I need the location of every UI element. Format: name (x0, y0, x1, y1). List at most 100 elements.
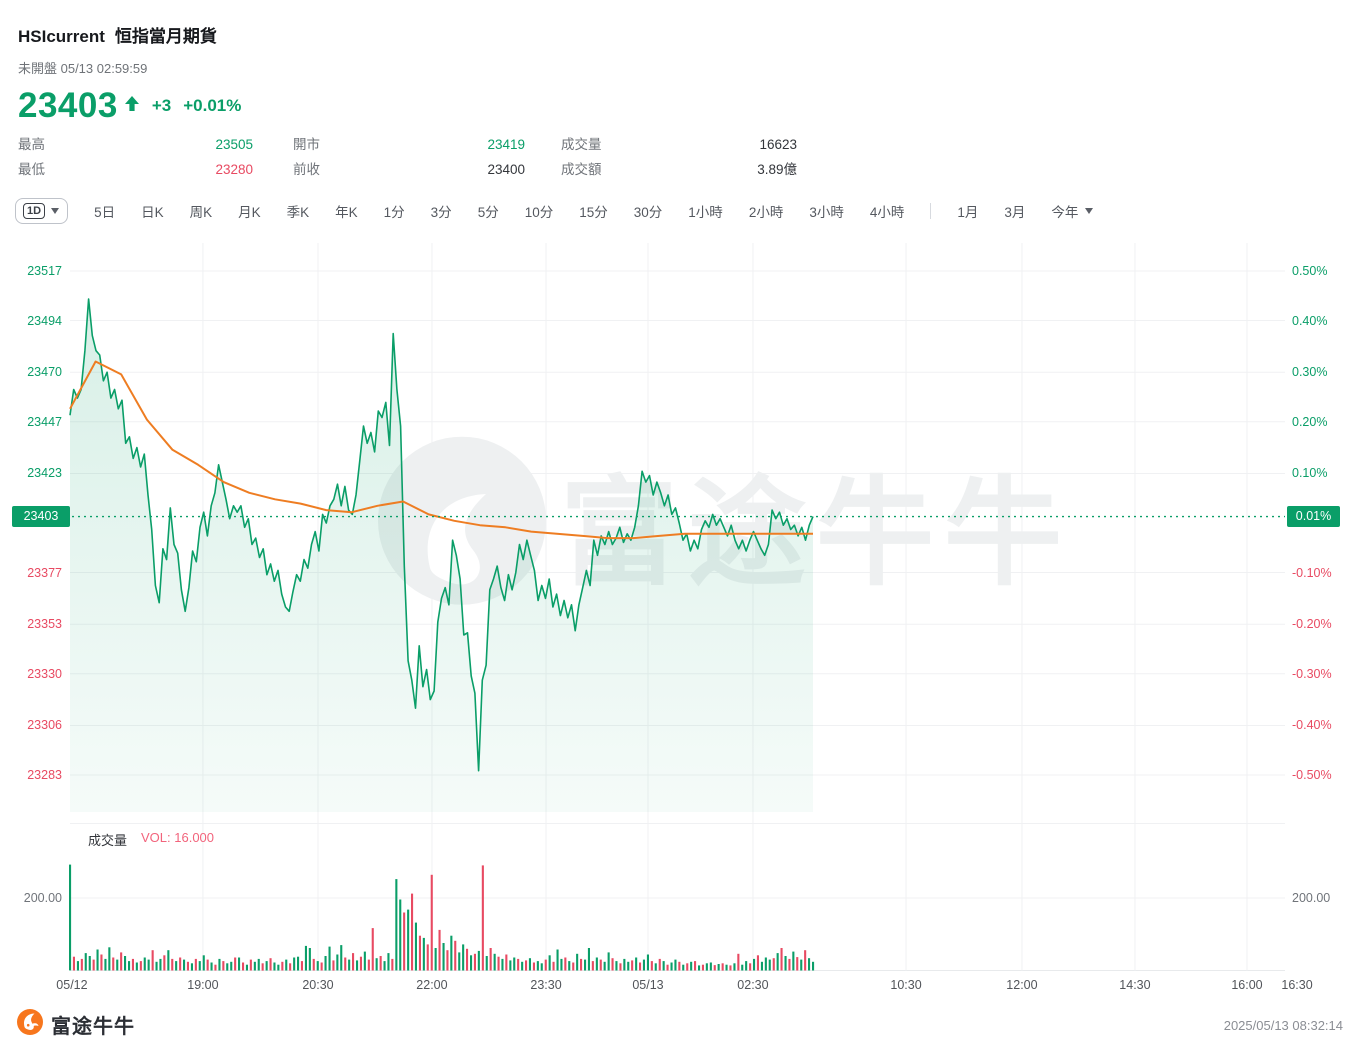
y-axis-price-label: 23423 (27, 466, 62, 481)
volume-bar (808, 958, 811, 971)
volume-bar (422, 937, 425, 971)
volume-bar (371, 928, 374, 971)
symbol-name: 恒指當月期貨 (114, 27, 217, 46)
volume-bar (587, 948, 590, 971)
volume-bar (666, 964, 669, 971)
volume-bar (340, 945, 343, 971)
timeframe-tab[interactable]: 10分 (524, 204, 554, 220)
timeframe-tab[interactable]: 周K (189, 204, 213, 220)
volume-bar (635, 957, 638, 971)
y-axis-price-label: 23494 (27, 313, 62, 328)
timeframe-tab[interactable]: 1小時 (688, 204, 723, 220)
volume-bar (658, 958, 661, 971)
volume-bar (792, 951, 795, 971)
volume-bar (764, 957, 767, 971)
volume-bar (399, 899, 402, 971)
volume-bar (69, 864, 72, 971)
y-axis-percent-label: -0.20% (1292, 616, 1332, 631)
stat-value-prevclose: 23400 (487, 162, 525, 177)
volume-bar (418, 935, 421, 971)
volume-bar (800, 959, 803, 971)
timeframe-tab[interactable]: 1分 (383, 204, 405, 220)
volume-bar (462, 944, 465, 971)
timeframe-tab[interactable]: 日K (141, 204, 164, 220)
volume-bar (678, 961, 681, 971)
timeframe-tab[interactable]: 3小時 (809, 204, 844, 220)
volume-bar (245, 964, 248, 971)
volume-bar (186, 961, 189, 971)
volume-bar (356, 960, 359, 971)
price-change: +3 (151, 96, 172, 115)
volume-bar (218, 958, 221, 971)
y-axis-price-label: 23470 (27, 365, 62, 380)
volume-bar (477, 950, 480, 971)
y-axis-percent-label: -0.50% (1292, 768, 1332, 782)
volume-bar (289, 963, 292, 971)
stat-label: 成交量 (561, 137, 602, 152)
x-axis-time-label: 20:30 (302, 978, 334, 992)
timeframe-tab[interactable]: 3分 (430, 204, 452, 220)
timeframe-tab[interactable]: 5分 (477, 204, 499, 220)
volume-bar (324, 956, 327, 971)
price-line (69, 298, 814, 772)
volume-bar (768, 959, 771, 971)
volume-bar (540, 963, 543, 971)
volume-bar (379, 956, 382, 971)
timeframe-tab[interactable]: 15分 (579, 204, 608, 220)
x-axis-time-label: 05/12 (56, 978, 88, 992)
volume-bar (521, 961, 524, 971)
stat-value-low: 23280 (215, 162, 253, 177)
volume-bar (414, 922, 417, 971)
volume-bar (277, 964, 280, 971)
y-axis-percent-label: 0.30% (1292, 364, 1328, 379)
today-dropdown[interactable]: 今年 (1051, 201, 1094, 221)
volume-bar (348, 959, 351, 971)
y-axis-price-label: 23447 (27, 414, 62, 429)
timeframe-tab[interactable]: 4小時 (869, 204, 905, 220)
chevron-down-icon (1085, 207, 1094, 214)
volume-bar (611, 958, 614, 971)
volume-bar (328, 946, 331, 971)
volume-bar (72, 956, 75, 971)
timeframe-tab[interactable]: 5日 (94, 204, 116, 220)
volume-bar (481, 865, 484, 971)
volume-bar (580, 958, 583, 971)
brand-footer: 富途牛牛 (16, 1008, 135, 1041)
volume-bar (438, 929, 441, 971)
volume-bar (517, 958, 520, 971)
current-price: 23403 (18, 86, 118, 125)
timeframe-tab[interactable]: 月K (238, 204, 261, 220)
timeframe-tab[interactable]: 30分 (633, 204, 663, 220)
x-axis-time-label: 10:30 (890, 978, 922, 992)
volume-bar (210, 962, 213, 971)
y-axis-percent-label: -0.10% (1292, 566, 1332, 581)
volume-bar (705, 963, 708, 971)
timeframe-tab[interactable]: 2小時 (748, 204, 784, 220)
volume-bar (701, 964, 704, 971)
timeframe-tab[interactable]: 1月 (957, 204, 979, 220)
volume-bar (556, 949, 559, 971)
timeframe-tab[interactable]: 年K (335, 204, 358, 220)
chart-canvas[interactable]: 富途牛牛 (0, 238, 1361, 975)
timeframe-tab[interactable]: 季K (286, 204, 310, 220)
timeframe-tab[interactable]: 3月 (1004, 204, 1026, 220)
volume-bar (411, 893, 414, 971)
volume-bar (407, 909, 410, 971)
volume-bar (780, 948, 783, 971)
volume-bar (120, 952, 123, 971)
volume-bar (450, 935, 453, 971)
volume-bar (528, 958, 531, 971)
volume-bar (253, 961, 256, 971)
period-dropdown-button[interactable]: 1D (15, 197, 69, 224)
x-axis-time-label: 05/13 (632, 978, 664, 992)
volume-bar (682, 964, 685, 971)
volume-bar (607, 952, 610, 971)
volume-bar (434, 948, 437, 971)
y-axis-percent-label: 0.10% (1292, 465, 1328, 480)
volume-bar (713, 965, 716, 971)
volume-bar (458, 952, 461, 971)
volume-bar (273, 962, 276, 971)
volume-bar (485, 956, 488, 971)
volume-bar (92, 959, 95, 971)
volume-bar (76, 961, 79, 971)
